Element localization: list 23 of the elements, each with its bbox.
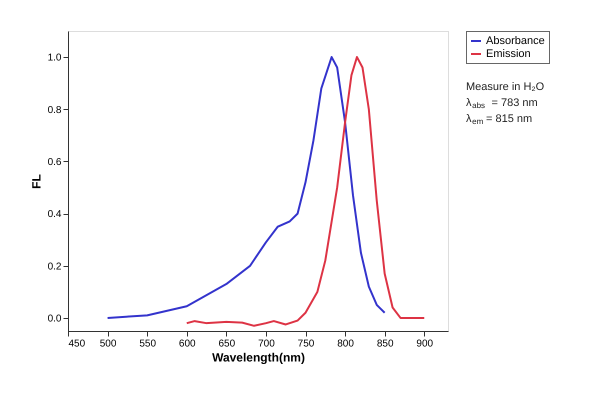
legend-label: Emission <box>486 48 531 60</box>
x-tick-label: 750 <box>298 338 315 350</box>
x-tick-label: 550 <box>139 338 156 350</box>
y-tick-label: 0.6 <box>48 156 62 168</box>
legend-label: Absorbance <box>486 35 545 47</box>
line-series <box>106 56 386 319</box>
y-tick-label: 0.2 <box>48 261 62 272</box>
x-tick-label: 500 <box>100 338 117 350</box>
y-tick-label: 0.4 <box>48 209 62 220</box>
y-tick-label: 0.0 <box>48 313 62 324</box>
x-tick-label: 900 <box>416 338 434 350</box>
x-tick-label: 850 <box>376 338 394 350</box>
x-tick-label: 700 <box>258 338 276 350</box>
text: Measure in H₂O <box>466 81 545 93</box>
x-tick-label: 800 <box>337 338 354 350</box>
line-series <box>186 56 426 327</box>
x-tick-label: 600 <box>178 338 196 350</box>
y-axis-title: FL <box>30 174 44 189</box>
x-tick-label: 450 <box>68 338 86 350</box>
y-tick-label: 1.0 <box>48 52 62 64</box>
x-tick-label: 650 <box>218 338 236 350</box>
x-axis-title: Wavelength(nm) <box>212 350 305 364</box>
y-tick-label: 0.8 <box>48 104 62 116</box>
